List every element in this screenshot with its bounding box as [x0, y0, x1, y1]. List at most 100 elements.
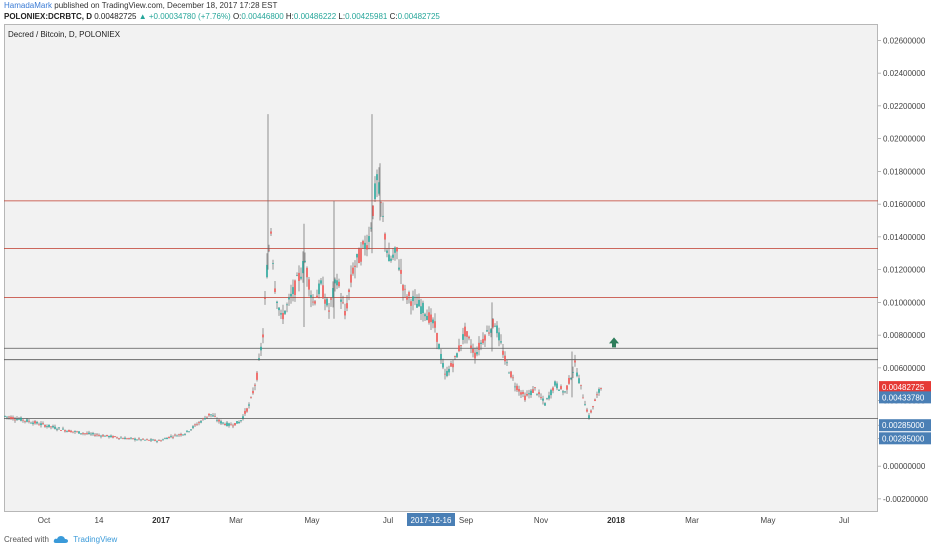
candle-body [132, 438, 134, 440]
candle-body [368, 236, 370, 242]
candle-body [294, 280, 296, 296]
candle-body [470, 345, 472, 349]
candle-body [270, 231, 272, 234]
candle-body [342, 302, 344, 304]
price-badge: 0.00285000 [879, 432, 931, 445]
candle-body [522, 391, 524, 395]
up-arrow-icon[interactable] [609, 337, 619, 348]
candle-body [480, 342, 482, 344]
price-badge: 0.00482725 [879, 381, 931, 394]
candle-body [268, 249, 270, 251]
tradingview-brand[interactable]: TradingView [73, 535, 118, 544]
candle-body [328, 310, 330, 312]
y-tick-label: 0.01000000 [883, 298, 926, 307]
candle-body [224, 423, 226, 426]
candle-body [452, 363, 454, 368]
candle-body [290, 293, 292, 297]
price-axis[interactable]: 0.02600000 0.02400000 0.02200000 0.02000000… [878, 24, 932, 512]
candle-body [532, 389, 534, 393]
candle-body [22, 419, 24, 421]
candle-body [566, 385, 568, 390]
candle-body [216, 419, 218, 421]
candle-body [352, 267, 354, 274]
candle-body [432, 319, 434, 324]
candle-body [318, 283, 320, 295]
candle-body [284, 310, 286, 314]
candle-body [426, 315, 428, 321]
candle-body [80, 433, 82, 435]
candle-body [272, 263, 274, 264]
candle-body [486, 330, 488, 332]
candle-body [174, 434, 176, 436]
candle-body [292, 287, 294, 295]
candle-body [146, 439, 148, 441]
candle-body [226, 422, 228, 426]
candle-body [312, 301, 314, 303]
candle-body [126, 438, 128, 440]
candle-body [558, 389, 560, 391]
candle-body [392, 254, 394, 258]
candle-body [510, 371, 512, 378]
candle-body [412, 296, 414, 302]
candle-body [108, 435, 110, 438]
author-link[interactable]: HamadaMark [4, 1, 53, 10]
candle-body [310, 294, 312, 298]
candle-body [540, 397, 542, 398]
y-tick-label: 0.01800000 [883, 167, 926, 176]
candle-body [36, 422, 38, 424]
candle-body [388, 254, 390, 262]
y-tick-label: 0.01600000 [883, 200, 926, 209]
candle-body [588, 415, 590, 419]
candle-body [482, 339, 484, 343]
candle-body [404, 288, 406, 290]
candle-body [180, 434, 182, 436]
candle-body [236, 421, 238, 424]
candle-body [84, 433, 86, 435]
candle-body [138, 438, 140, 440]
candle-body [334, 279, 336, 284]
candle-body [26, 419, 28, 422]
candle-body [494, 325, 496, 327]
candle-body [176, 435, 178, 437]
candle-body [446, 370, 448, 377]
candle-body [582, 397, 584, 399]
y-tick-label: 0.00000000 [883, 462, 926, 471]
candle-body [370, 227, 372, 229]
candle-body [14, 419, 16, 421]
candle-body [160, 440, 162, 442]
candle-body [520, 392, 522, 395]
candle-body [4, 415, 6, 417]
price-badge: 0.00433780 [879, 391, 931, 404]
candle-body [306, 267, 308, 278]
price-plot[interactable] [4, 24, 878, 512]
candle-body [78, 431, 80, 434]
candle-body [94, 434, 96, 436]
chart-area[interactable] [4, 24, 878, 512]
candle-body [156, 440, 158, 442]
candle-body [444, 373, 446, 375]
candle-body [380, 202, 382, 204]
candle-body [340, 299, 342, 302]
price-badge: 0.00285000 [879, 419, 931, 432]
candle-body [416, 303, 418, 308]
y-tick-label: 0.02200000 [883, 102, 926, 111]
candle-body [402, 285, 404, 291]
candle-body [18, 418, 20, 420]
candle-body [60, 430, 62, 431]
candle-body [526, 393, 528, 396]
candle-body [448, 368, 450, 373]
y-tick-label: 0.02000000 [883, 135, 926, 144]
symbol-label: POLONIEX:DCRBTC, D [4, 12, 92, 21]
candle-body [8, 416, 10, 418]
footer: Created with TradingView [4, 535, 117, 544]
candle-body [90, 433, 92, 435]
y-tick-label: 0.01400000 [883, 233, 926, 242]
time-axis[interactable]: Oct 14 2017 Mar May Jul 2017-12-16 Sep Nov 2018 Ma… [4, 512, 878, 528]
candle-body [562, 391, 564, 393]
candle-body [188, 431, 190, 433]
candle-body [184, 434, 186, 435]
candle-body [536, 393, 538, 395]
candle-body [68, 429, 70, 432]
candle-body [430, 314, 432, 323]
candle-body [210, 414, 212, 416]
